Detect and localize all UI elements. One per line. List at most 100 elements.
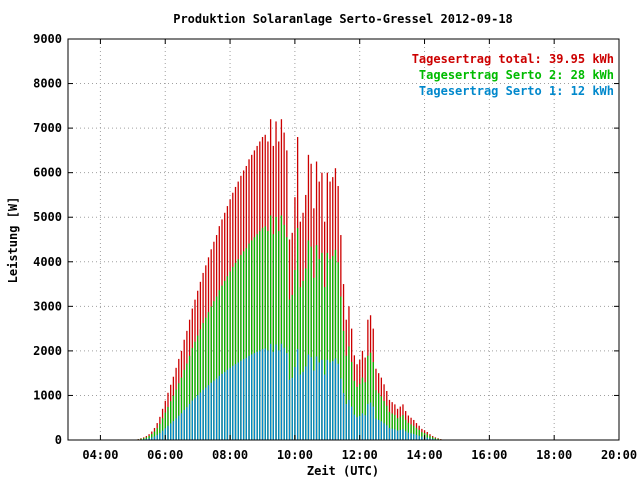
bar (369, 402, 372, 440)
bar (296, 349, 299, 440)
bar (334, 358, 337, 440)
bar (329, 362, 331, 440)
bar (191, 400, 193, 440)
bar (143, 438, 145, 440)
bar (197, 395, 199, 440)
x-tick-label: 14:00 (406, 448, 442, 462)
bar (275, 217, 277, 440)
bar (372, 362, 374, 440)
bar (264, 348, 266, 440)
bar (267, 350, 269, 440)
bar (224, 371, 226, 440)
bar (221, 373, 223, 440)
bar (405, 431, 407, 440)
bar (180, 413, 183, 440)
bar (367, 403, 369, 440)
bar (391, 428, 393, 440)
bar (183, 409, 185, 440)
legend-entry: Tagesertrag total: 39.95 kWh (412, 52, 614, 66)
bar (323, 287, 326, 440)
bar (340, 296, 342, 440)
bar (353, 414, 355, 440)
bar (170, 423, 172, 440)
bar (361, 413, 364, 440)
y-tick-label: 8000 (33, 77, 62, 91)
bar (248, 243, 250, 440)
y-tick-label: 5000 (33, 210, 62, 224)
bar (407, 422, 410, 440)
bar (399, 416, 401, 440)
bar (269, 215, 272, 440)
bar (215, 296, 218, 440)
bar (148, 438, 150, 440)
y-tick-label: 1000 (33, 388, 62, 402)
bar (167, 406, 169, 440)
bar (415, 434, 418, 440)
bar (259, 350, 261, 440)
bar (380, 421, 383, 440)
bar (315, 245, 318, 440)
bar (186, 363, 188, 440)
bar (253, 237, 256, 440)
bar (145, 437, 148, 440)
bar (342, 393, 345, 440)
bar (161, 430, 164, 440)
bar (334, 249, 337, 440)
bar (396, 430, 399, 440)
bar (348, 399, 350, 440)
bar (213, 380, 215, 440)
bar (351, 406, 353, 440)
bar (145, 438, 148, 440)
bar (364, 382, 366, 440)
bar (432, 438, 434, 440)
x-axis-label: Zeit (UTC) (307, 464, 379, 478)
bar (259, 231, 261, 440)
bar (402, 429, 404, 440)
x-tick-label: 18:00 (536, 448, 572, 462)
bar (224, 280, 226, 440)
bar (429, 435, 431, 440)
bar (188, 403, 191, 440)
bar (156, 434, 158, 440)
bar (305, 268, 307, 440)
bar (359, 415, 361, 440)
x-axis-ticks: 04:00 06:00 08:00 10:00 12:00 14:00 16:00 18:00… (82, 39, 637, 462)
bar (372, 406, 374, 440)
bar (413, 433, 415, 440)
bar (242, 251, 245, 440)
bar (313, 277, 315, 440)
bar (283, 347, 285, 440)
bar (302, 280, 304, 440)
bar (248, 355, 250, 440)
bar (429, 438, 431, 440)
bar (202, 323, 204, 440)
bar (326, 359, 328, 440)
bar (388, 427, 391, 440)
bar (323, 374, 326, 440)
bar (269, 343, 272, 440)
bar (207, 385, 210, 440)
bar (199, 392, 202, 440)
y-tick-label: 7000 (33, 121, 62, 135)
bar (402, 415, 404, 440)
bar (186, 407, 188, 440)
bar (405, 419, 407, 440)
bar (307, 354, 310, 440)
bar (375, 418, 377, 440)
bar (380, 396, 383, 440)
bar (421, 436, 423, 440)
series-3-bars (137, 343, 445, 441)
bar (356, 386, 358, 440)
bar (161, 418, 164, 440)
bar (291, 377, 293, 440)
bar (167, 425, 169, 440)
bar (232, 365, 234, 440)
bar (329, 259, 331, 440)
bar (278, 350, 280, 440)
bar (291, 294, 293, 440)
bar (218, 290, 220, 440)
bar (383, 401, 385, 440)
bar (215, 378, 218, 440)
bar (245, 357, 247, 440)
bar (275, 344, 277, 440)
